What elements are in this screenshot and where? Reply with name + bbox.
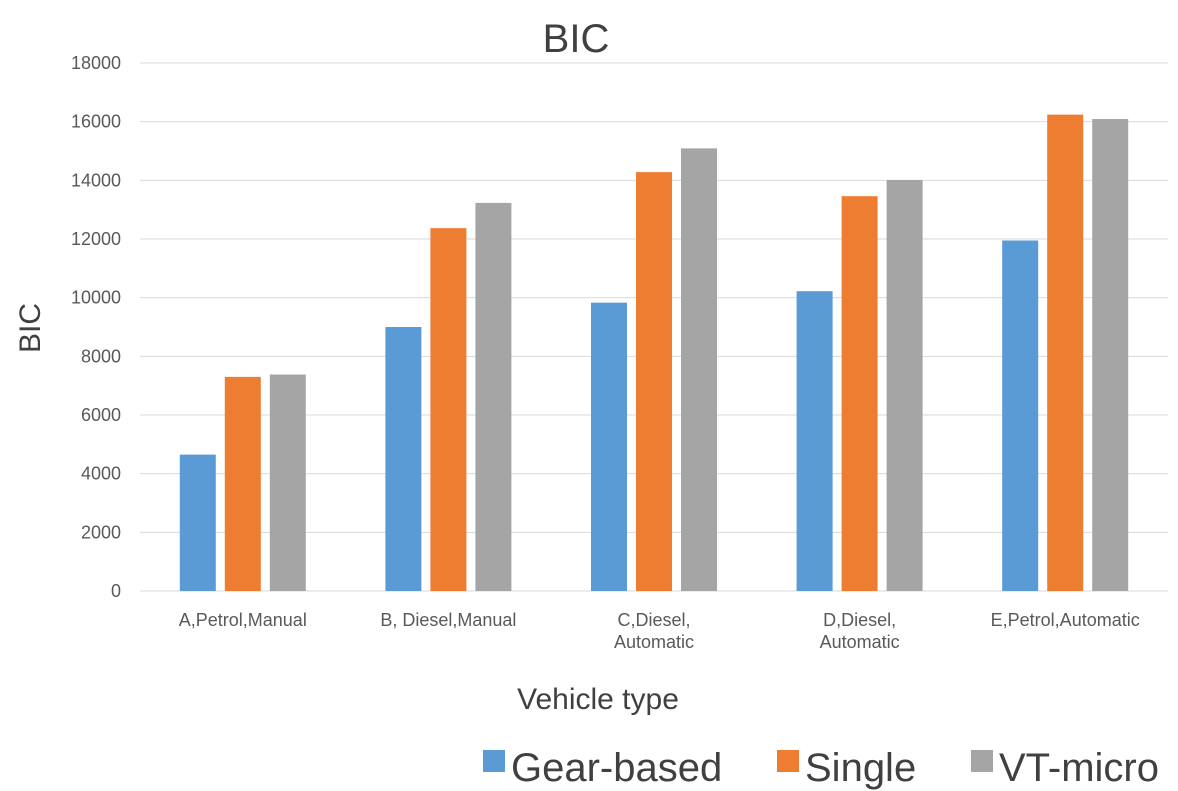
y-tick-label: 14000: [71, 170, 121, 190]
x-category-label: B, Diesel,Manual: [380, 610, 516, 630]
x-category-line: Automatic: [820, 632, 900, 652]
x-category-line: D,Diesel,: [823, 610, 896, 630]
bar-vt-micro-1: [269, 374, 306, 591]
y-tick-label: 4000: [81, 464, 121, 484]
x-category-label: E,Petrol,Automatic: [991, 610, 1140, 630]
y-tick-label: 18000: [71, 53, 121, 73]
y-tick-label: 8000: [81, 346, 121, 366]
legend: Gear-based Single VT-micro: [483, 746, 1159, 790]
x-axis-title: Vehicle type: [517, 683, 679, 716]
x-category-label: C,Diesel, Automatic: [614, 610, 694, 652]
bar-single-5: [1047, 114, 1084, 592]
x-category-label: D,Diesel, Automatic: [820, 610, 900, 652]
bar-gear-based-5: [1002, 240, 1039, 591]
bar-vt-micro-3: [681, 148, 717, 592]
bars: [179, 114, 1129, 592]
y-axis-ticks: 0 2000 4000 6000 8000 10000 12000 14000 16000 180…: [71, 53, 121, 601]
chart-title: BIC: [543, 17, 610, 61]
y-tick-label: 0: [111, 581, 121, 601]
bar-gear-based-1: [179, 454, 216, 591]
y-axis-title: BIC: [14, 303, 47, 353]
bar-vt-micro-2: [475, 202, 512, 592]
x-category-label: A,Petrol,Manual: [179, 610, 307, 630]
y-tick-label: 16000: [71, 112, 121, 132]
bar-single-3: [636, 172, 672, 591]
bar-gear-based-2: [385, 327, 422, 591]
x-category-line: E,Petrol,Automatic: [991, 610, 1140, 630]
legend-swatch: [971, 750, 993, 772]
y-tick-label: 12000: [71, 229, 121, 249]
bar-vt-micro-5: [1092, 119, 1129, 591]
x-axis-categories: A,Petrol,Manual B, Diesel,Manual C,Diesel,…: [179, 610, 1140, 652]
x-category-line: B, Diesel,Manual: [380, 610, 516, 630]
x-category-line: A,Petrol,Manual: [179, 610, 307, 630]
x-category-line: C,Diesel,: [617, 610, 690, 630]
y-tick-label: 10000: [71, 288, 121, 308]
legend-label: Gear-based: [511, 746, 722, 790]
legend-swatch: [777, 750, 799, 772]
legend-swatch: [483, 750, 505, 772]
bar-single-1: [224, 376, 261, 591]
y-tick-label: 6000: [81, 405, 121, 425]
x-category-line: Automatic: [614, 632, 694, 652]
bar-vt-micro-4: [886, 180, 923, 592]
bar-gear-based-3: [591, 302, 627, 591]
bar-single-2: [430, 228, 467, 591]
legend-label: Single: [805, 746, 916, 790]
bar-gear-based-4: [796, 291, 833, 591]
y-tick-label: 2000: [81, 522, 121, 542]
legend-label: VT-micro: [999, 746, 1159, 790]
bar-single-4: [841, 196, 878, 591]
